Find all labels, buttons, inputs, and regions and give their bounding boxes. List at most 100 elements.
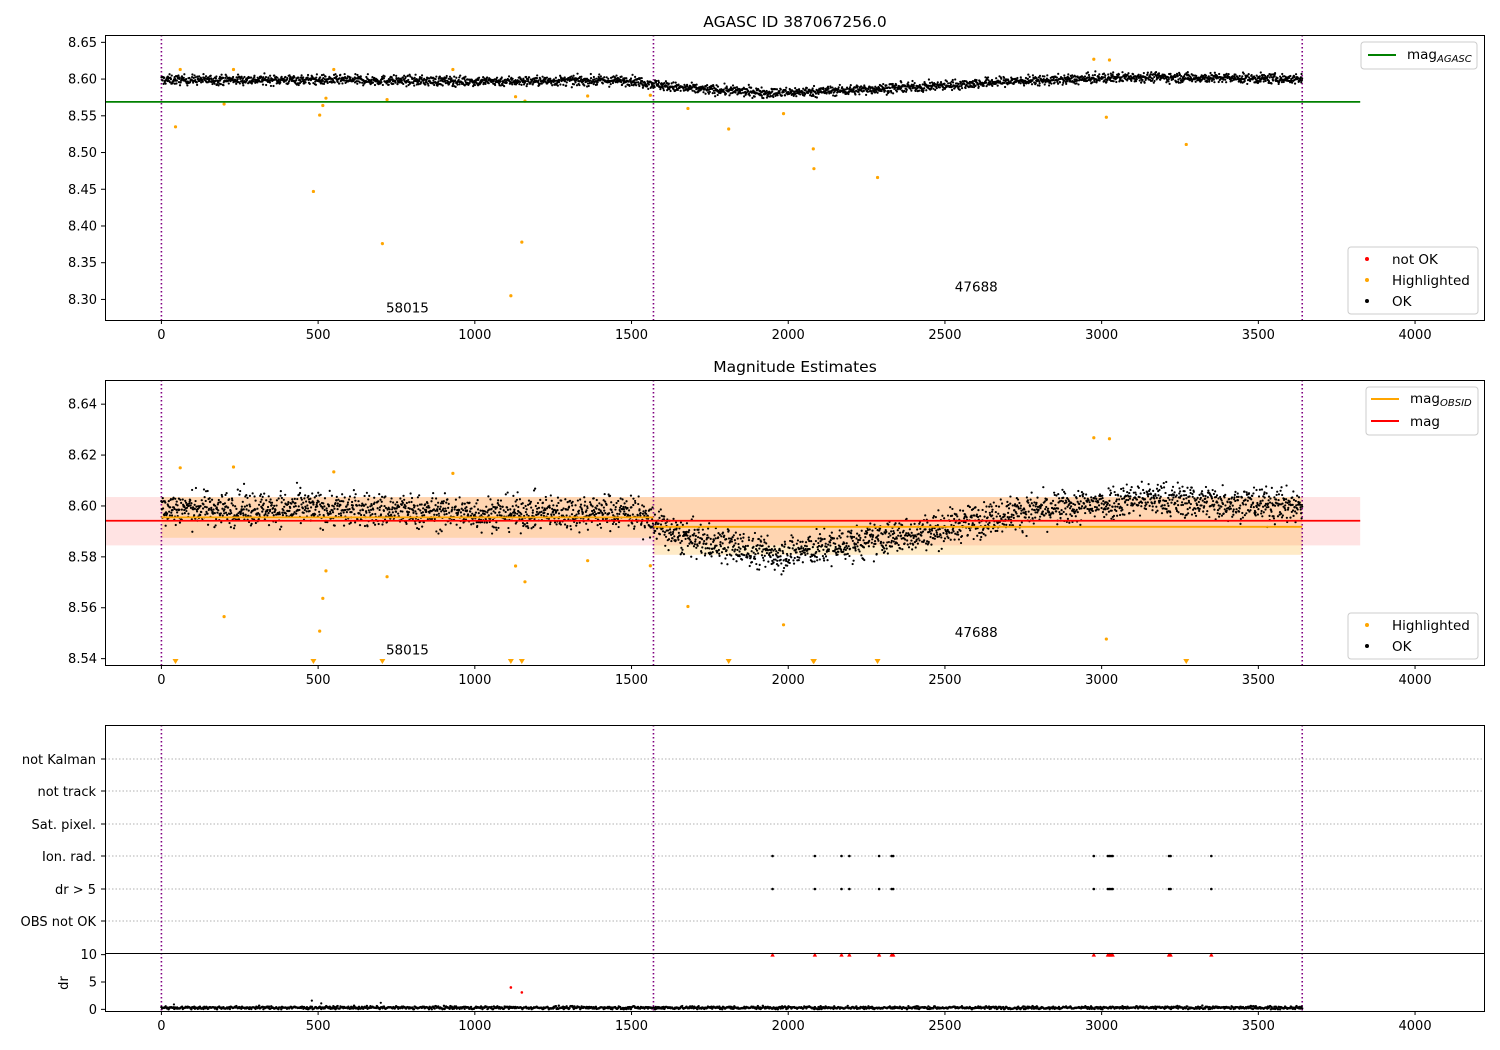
ok-point xyxy=(444,79,447,82)
ok-point xyxy=(857,90,860,93)
ok-point xyxy=(243,505,246,508)
ok-point xyxy=(245,504,249,507)
ok-point xyxy=(700,538,704,541)
ok-point xyxy=(507,526,510,530)
ok-point xyxy=(704,92,707,95)
ok-point xyxy=(553,521,557,524)
ok-point xyxy=(366,525,369,528)
ok-point xyxy=(487,82,490,85)
ok-point xyxy=(511,77,514,80)
ok-point xyxy=(723,547,726,550)
ok-point xyxy=(298,491,302,495)
ok-point xyxy=(523,523,526,526)
ok-point xyxy=(330,494,334,497)
ok-point xyxy=(1186,70,1189,74)
ok-point xyxy=(264,76,268,79)
ok-point xyxy=(399,497,402,500)
ok-point xyxy=(1247,73,1250,76)
ok-point xyxy=(753,531,757,535)
ok-point xyxy=(239,489,242,493)
ok-point xyxy=(515,504,518,507)
ok-point xyxy=(496,514,499,517)
y-tick-label: 8.55 xyxy=(68,109,97,124)
ok-point xyxy=(692,545,696,548)
highlighted-point xyxy=(318,113,322,117)
ok-point xyxy=(448,511,451,514)
ok-point xyxy=(231,504,235,507)
ok-point xyxy=(195,81,198,84)
ok-point xyxy=(747,536,750,539)
highlighted-point xyxy=(781,111,786,116)
ok-point xyxy=(244,513,247,516)
ok-point xyxy=(812,94,815,97)
ok-point xyxy=(336,80,339,83)
ok-point xyxy=(284,493,287,496)
ok-point xyxy=(219,83,222,86)
ok-point xyxy=(653,86,656,89)
ok-point xyxy=(764,565,767,568)
ok-point xyxy=(235,76,238,79)
ok-point xyxy=(412,511,415,514)
ok-point xyxy=(281,514,285,517)
ok-point xyxy=(702,542,705,545)
ok-point xyxy=(1224,78,1227,81)
ok-point xyxy=(1177,78,1180,81)
ok-point xyxy=(198,75,201,78)
panel-agasc: AGASC ID 387067256.0 0 500 1000 1500 2000 250… xyxy=(68,13,1485,343)
ok-point xyxy=(802,87,805,90)
ok-point xyxy=(677,83,680,86)
ok-point xyxy=(954,78,957,81)
ok-point xyxy=(870,90,873,93)
ok-point xyxy=(209,74,212,77)
ok-point xyxy=(1146,71,1149,74)
ok-point xyxy=(245,494,248,497)
ok-point xyxy=(371,513,374,516)
ok-point xyxy=(579,498,582,501)
ok-point xyxy=(1053,81,1056,84)
ok-point xyxy=(587,84,590,88)
ok-point xyxy=(485,505,488,508)
x-tick-label: 2500 xyxy=(928,328,961,343)
ok-point xyxy=(646,80,649,83)
ok-point xyxy=(465,505,468,509)
ok-point xyxy=(485,521,489,524)
ok-point xyxy=(895,84,898,87)
ok-point xyxy=(369,508,373,511)
ok-point xyxy=(735,86,739,89)
ok-point xyxy=(922,89,925,92)
ok-point xyxy=(853,90,856,94)
ok-point xyxy=(1115,80,1118,84)
y-tick-label: 8.50 xyxy=(68,146,97,161)
ok-point xyxy=(667,538,671,541)
ok-point xyxy=(695,557,698,561)
ok-point xyxy=(186,84,189,87)
ok-point xyxy=(1177,81,1180,84)
ok-point xyxy=(261,495,264,498)
ok-point xyxy=(668,88,671,91)
ok-point xyxy=(232,527,236,530)
ok-point xyxy=(575,524,578,527)
ok-point xyxy=(404,507,407,510)
ok-point xyxy=(356,82,359,85)
ok-point xyxy=(1143,81,1146,84)
ok-point xyxy=(1132,73,1135,76)
ok-point xyxy=(264,512,267,516)
ok-point xyxy=(499,505,502,508)
ok-point xyxy=(794,92,797,95)
ok-point xyxy=(298,508,301,512)
ok-point xyxy=(353,496,356,499)
ok-point xyxy=(754,553,757,556)
ok-point xyxy=(735,560,738,563)
ok-point xyxy=(815,96,819,99)
ok-point xyxy=(734,548,737,551)
ok-point xyxy=(678,534,681,537)
ok-point xyxy=(1259,80,1262,83)
ok-point xyxy=(619,504,623,508)
ok-point xyxy=(611,81,615,85)
ok-point xyxy=(380,80,383,84)
ok-point xyxy=(431,497,434,500)
ok-point xyxy=(568,499,572,502)
ok-point xyxy=(905,90,908,93)
ok-point xyxy=(221,507,224,510)
ok-point xyxy=(751,539,754,542)
